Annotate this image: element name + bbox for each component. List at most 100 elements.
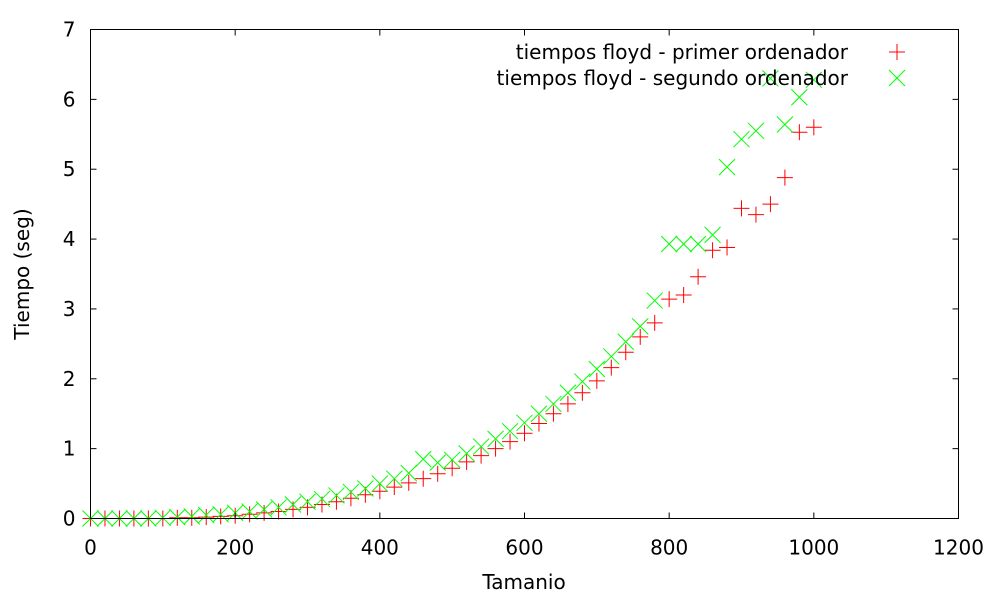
data-point-plus xyxy=(285,501,302,518)
data-point-cross xyxy=(429,454,447,471)
data-point-plus xyxy=(400,474,417,491)
data-point-plus xyxy=(632,328,649,345)
data-point-plus xyxy=(458,453,475,470)
x-tick-label: 1200 xyxy=(933,536,984,560)
data-point-plus xyxy=(545,405,562,422)
legend-cross-symbol xyxy=(888,69,906,87)
data-point-cross xyxy=(689,235,707,253)
data-point-cross xyxy=(733,130,750,148)
data-point-cross xyxy=(313,490,331,508)
data-point-plus xyxy=(617,344,634,361)
data-point-plus xyxy=(646,314,663,331)
x-tick-label: 200 xyxy=(216,536,254,560)
y-tick-label: 2 xyxy=(63,367,76,391)
data-point-plus xyxy=(776,169,793,186)
data-point-cross xyxy=(414,450,432,468)
data-point-plus xyxy=(444,460,461,477)
data-point-plus xyxy=(198,509,215,526)
data-point-plus xyxy=(805,119,822,136)
data-point-plus xyxy=(762,196,779,213)
data-point-cross xyxy=(805,71,823,89)
data-point-cross xyxy=(385,470,403,488)
y-tick-label: 5 xyxy=(63,157,76,181)
y-tick-label: 3 xyxy=(63,297,76,321)
data-point-plus xyxy=(733,200,750,217)
data-point-cross xyxy=(443,451,461,469)
data-point-cross xyxy=(530,405,548,423)
data-point-cross xyxy=(501,422,519,440)
x-tick-label: 800 xyxy=(650,536,688,560)
data-point-cross xyxy=(371,475,389,492)
data-point-plus xyxy=(661,291,678,308)
data-point-plus xyxy=(559,395,576,412)
x-tick-label: 0 xyxy=(84,536,97,560)
y-tick-label: 6 xyxy=(63,87,76,111)
data-point-cross xyxy=(617,333,635,351)
data-point-cross xyxy=(516,414,533,432)
data-point-plus xyxy=(473,447,490,464)
data-point-cross xyxy=(299,493,316,511)
data-point-cross xyxy=(212,505,230,523)
data-point-cross xyxy=(342,483,360,501)
legend-label-series-2: tiempos floyd - segundo ordenador xyxy=(497,66,849,90)
data-point-plus xyxy=(357,486,374,503)
data-point-plus xyxy=(719,239,736,256)
data-point-plus xyxy=(183,509,200,526)
legend-marker-plus xyxy=(889,44,905,60)
data-point-plus xyxy=(588,372,605,389)
data-point-plus xyxy=(342,490,359,507)
legend: tiempos floyd - primer ordenador tiempos… xyxy=(497,40,906,90)
data-point-plus xyxy=(791,124,808,141)
y-tick-label: 4 xyxy=(63,227,76,251)
axis-ticks: 0 200 400 600 800 1000 1200 0 1 2 3 4 5 6 7 xyxy=(63,18,984,560)
plot-area-frame xyxy=(90,29,959,519)
data-point-cross xyxy=(487,430,504,448)
data-point-cross xyxy=(255,501,273,518)
data-point-plus xyxy=(675,286,692,303)
data-point-plus xyxy=(487,440,504,457)
data-point-cross xyxy=(270,498,287,516)
data-point-cross xyxy=(762,70,779,87)
data-point-cross xyxy=(660,235,678,253)
data-point-cross xyxy=(241,503,258,520)
data-point-cross xyxy=(718,158,736,176)
legend-marker-cross xyxy=(888,69,906,87)
data-point-cross xyxy=(631,318,649,335)
data-point-plus xyxy=(704,242,721,259)
data-point-cross xyxy=(791,88,808,106)
data-point-cross xyxy=(472,438,490,455)
data-point-plus xyxy=(747,206,764,223)
data-point-cross xyxy=(747,122,765,140)
data-point-cross xyxy=(602,348,620,365)
data-point-plus xyxy=(603,359,620,376)
x-tick-label: 400 xyxy=(361,536,399,560)
data-point-plus xyxy=(212,508,229,525)
data-point-cross xyxy=(400,464,418,482)
y-tick-label: 0 xyxy=(63,507,76,531)
y-tick-label: 1 xyxy=(63,437,76,461)
data-point-cross xyxy=(197,506,215,524)
data-point-plus xyxy=(386,479,403,496)
data-point-plus xyxy=(270,503,287,520)
x-tick-label: 1000 xyxy=(788,536,839,560)
data-point-cross xyxy=(168,508,186,526)
data-point-cross xyxy=(588,360,606,378)
data-point-cross xyxy=(458,445,475,462)
data-point-plus xyxy=(241,506,258,523)
data-point-cross xyxy=(776,116,794,133)
x-tick-label: 600 xyxy=(505,536,543,560)
data-point-plus xyxy=(690,268,707,285)
data-point-plus xyxy=(429,465,446,482)
data-point-plus xyxy=(371,483,388,500)
x-axis-label: Tamanio xyxy=(481,570,565,594)
y-axis-label: Tiempo (seg) xyxy=(10,208,34,340)
legend-plus-symbol xyxy=(889,44,905,60)
series-2 xyxy=(82,70,823,527)
data-point-cross xyxy=(545,395,562,413)
marks-layer xyxy=(82,70,823,527)
data-point-cross xyxy=(559,384,577,402)
series-1 xyxy=(82,119,822,527)
data-point-plus xyxy=(530,415,547,432)
data-point-plus xyxy=(502,433,519,450)
data-point-plus xyxy=(328,493,345,510)
